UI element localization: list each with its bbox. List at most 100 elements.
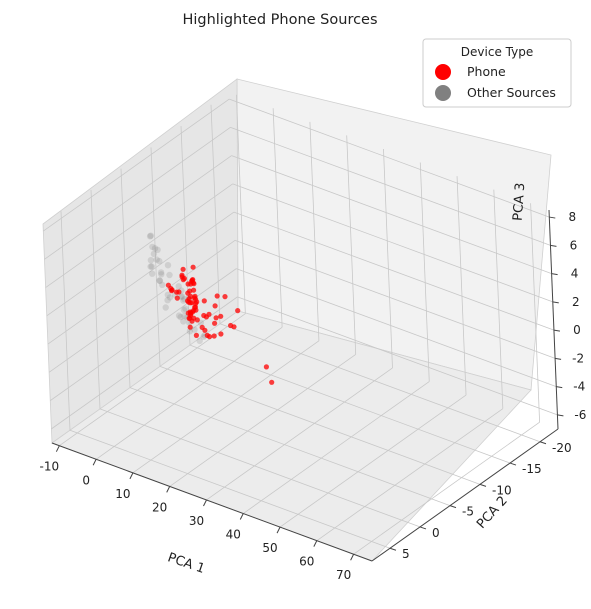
y-tick-mark xyxy=(449,505,457,509)
x-tick-label: 40 xyxy=(226,528,241,542)
z-tick-label: 2 xyxy=(572,295,580,309)
phone-point xyxy=(191,307,197,313)
x-tick-mark xyxy=(350,553,355,561)
phone-point xyxy=(269,379,275,385)
phone-point xyxy=(181,275,187,282)
legend-title: Device Type xyxy=(461,45,533,59)
phone-point xyxy=(263,364,269,370)
grid-line-y-floor xyxy=(129,387,451,507)
grid-line-x-floor xyxy=(206,367,393,501)
phone-point xyxy=(212,303,218,309)
phone-point xyxy=(187,324,193,330)
z-axis-line xyxy=(548,209,559,430)
legend-marker-phone xyxy=(435,64,451,80)
phone-point xyxy=(165,282,171,288)
grid-line-y-side xyxy=(90,189,101,409)
x-tick-label: 30 xyxy=(189,514,204,528)
grid-line-y-floor xyxy=(69,429,391,549)
z-tick-mark xyxy=(553,329,561,332)
grid-line-x-back xyxy=(419,162,430,382)
other-source-point xyxy=(148,263,155,270)
legend-marker-other xyxy=(435,85,451,101)
phone-point xyxy=(228,322,234,329)
grid-line-y-side xyxy=(210,104,221,324)
other-source-point xyxy=(164,297,171,304)
grid-line-x-floor xyxy=(316,408,504,541)
z-tick-label: 0 xyxy=(573,323,581,337)
grid-line-y-floor xyxy=(219,323,541,443)
grid-line-x-back xyxy=(456,176,467,396)
other-source-point xyxy=(178,293,186,300)
phone-point xyxy=(222,294,228,300)
grid-line-x-back xyxy=(346,135,357,355)
y-tick-mark xyxy=(509,462,517,466)
grid-line-z-back xyxy=(233,211,555,331)
phone-point xyxy=(174,295,180,301)
grid-line-x-floor xyxy=(279,394,467,528)
other-source-point xyxy=(147,232,154,239)
z-tick-mark xyxy=(555,357,562,360)
x-tick-mark xyxy=(276,526,281,534)
other-source-point xyxy=(159,281,166,288)
grid-line-x-floor xyxy=(353,421,540,555)
grid-line-x-floor xyxy=(132,340,320,474)
other-source-point xyxy=(186,328,194,335)
grid-line-z-side xyxy=(45,155,232,288)
phone-point xyxy=(199,324,205,330)
phone-point xyxy=(176,289,182,295)
grid-line-x-back xyxy=(493,189,504,409)
phone-point xyxy=(211,333,217,339)
other-source-point xyxy=(158,271,165,278)
grid-line-x-back xyxy=(272,108,283,328)
other-source-point xyxy=(146,233,154,240)
phone-point xyxy=(218,331,224,337)
grid-line-z-side xyxy=(47,211,235,345)
other-source-point xyxy=(162,304,169,311)
phone-point xyxy=(190,280,196,286)
other-source-point xyxy=(191,326,198,333)
other-source-point xyxy=(164,262,172,269)
grid-line-z-back xyxy=(231,155,552,274)
other-source-point xyxy=(149,243,156,251)
x-tick-label: 70 xyxy=(336,568,351,582)
grid-line-x-floor xyxy=(243,381,430,514)
z-tick-label: 6 xyxy=(570,238,578,252)
grid-line-y-floor xyxy=(99,408,421,528)
grid-line-x-floor xyxy=(169,354,356,487)
other-source-point xyxy=(151,245,159,252)
grid-line-z-side xyxy=(46,183,234,317)
grid-line-y-side xyxy=(60,211,71,431)
tick-labels: -10010203040506070-20-15-10-505-6-4-2024… xyxy=(40,210,587,582)
axis-lines xyxy=(51,209,564,562)
x-axis-line xyxy=(51,442,373,562)
x-tick-label: 50 xyxy=(262,541,277,555)
x-tick-mark xyxy=(129,472,134,480)
y-tick-label: -15 xyxy=(522,462,542,476)
grid-line-z-back xyxy=(237,296,558,416)
phone-point xyxy=(218,313,224,319)
z-tick-mark xyxy=(557,414,564,417)
phone-point xyxy=(194,299,200,305)
legend-box xyxy=(422,38,572,108)
phone-point xyxy=(186,315,192,321)
other-source-point xyxy=(156,277,163,284)
other-source-point xyxy=(164,291,171,298)
phone-point xyxy=(213,315,219,321)
y-axis-label: PCA 2 xyxy=(474,493,511,531)
x-tick-mark xyxy=(55,445,60,452)
grid-line-z-back xyxy=(229,98,550,218)
phone-point xyxy=(206,334,213,340)
grid-line-y-side xyxy=(180,126,191,346)
other-source-point xyxy=(177,313,184,321)
y-tick-mark xyxy=(479,483,487,487)
phone-point xyxy=(189,300,195,306)
other-source-point xyxy=(166,271,173,279)
phone-point xyxy=(190,264,196,270)
z-tick-mark xyxy=(551,273,558,276)
grid-line-y-floor xyxy=(189,344,511,464)
other-source-point xyxy=(166,294,174,301)
phone-point xyxy=(214,293,220,299)
y-tick-label: -5 xyxy=(462,505,474,519)
grid-line-x-floor xyxy=(95,326,283,460)
legend-label-other: Other Sources xyxy=(467,85,556,100)
